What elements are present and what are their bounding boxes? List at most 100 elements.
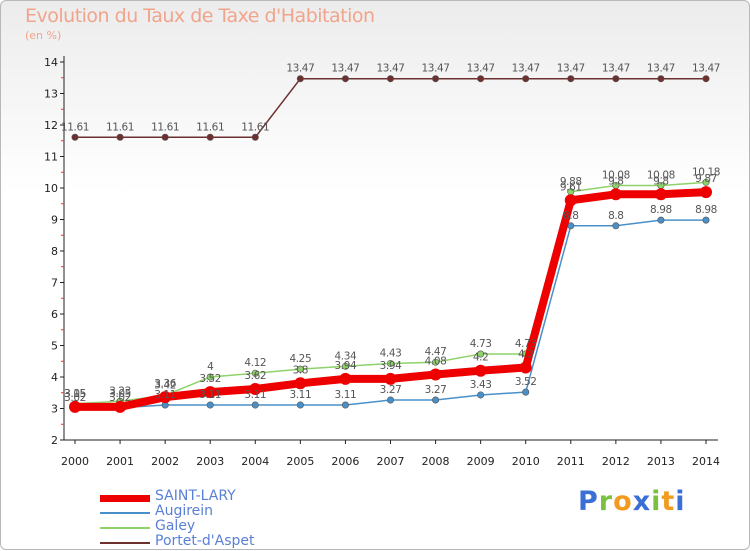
logo-letter: r	[598, 486, 614, 517]
data-point	[477, 391, 485, 399]
data-point	[432, 75, 440, 83]
logo-letter: x	[632, 486, 652, 517]
data-label: 4.08	[425, 355, 447, 367]
data-label: 11.61	[106, 121, 134, 133]
legend-label: Galey	[155, 518, 196, 534]
logo-letter: o	[613, 486, 633, 517]
data-label: 3.15	[64, 388, 86, 400]
data-label: 8.98	[695, 204, 717, 216]
proxiti-logo: Proxiti	[578, 486, 686, 517]
data-label: 13.47	[602, 63, 630, 75]
data-point	[429, 368, 442, 381]
data-point	[654, 188, 667, 201]
data-label: 3.11	[154, 389, 176, 401]
y-tick-label: 11	[44, 151, 58, 164]
legend-label: Augirein	[155, 503, 214, 519]
data-point	[251, 401, 259, 409]
data-label: 4.34	[335, 350, 357, 362]
data-point	[114, 400, 127, 413]
data-label: 9.87	[695, 173, 717, 185]
data-label: 4.3	[518, 349, 534, 361]
data-point	[251, 369, 259, 377]
logo-letter: i	[651, 486, 662, 517]
data-label: 3.23	[109, 385, 131, 397]
data-point	[341, 75, 349, 83]
data-label: 3.94	[335, 360, 357, 372]
logo-letter: t	[661, 486, 676, 517]
y-tick-label: 8	[51, 245, 58, 258]
data-point	[522, 75, 530, 83]
x-tick-label: 2008	[422, 455, 450, 468]
data-label: 3.02	[64, 392, 86, 404]
data-label: 4.73	[515, 338, 537, 350]
data-point	[519, 361, 532, 374]
data-point	[341, 401, 349, 409]
data-label: 9.88	[560, 176, 582, 188]
data-label: 4.12	[244, 357, 266, 369]
data-label: 3.05	[64, 388, 86, 400]
data-label: 10.08	[647, 169, 675, 181]
legend-swatch	[100, 527, 150, 529]
y-tick-label: 12	[44, 119, 58, 132]
data-label: 13.47	[512, 63, 540, 75]
data-label: 3.11	[289, 389, 311, 401]
data-point	[69, 400, 81, 413]
data-point	[341, 362, 349, 370]
data-point	[702, 75, 710, 83]
data-point	[612, 222, 620, 230]
logo-letter: P	[578, 486, 599, 517]
data-label: 3.02	[109, 392, 131, 404]
data-label: 3.11	[244, 389, 266, 401]
data-label: 13.47	[467, 63, 495, 75]
data-label: 3.11	[199, 389, 221, 401]
data-point	[657, 75, 665, 83]
series-layer	[69, 75, 712, 413]
legend-label: SAINT-LARY	[155, 488, 236, 504]
data-label: 3.62	[244, 370, 266, 382]
data-point	[71, 133, 79, 141]
data-point	[159, 391, 172, 404]
data-label: 13.47	[422, 63, 450, 75]
labels-layer: 11.61 11.61 11.61 11.61 11.61 13.47 13.47 13.47…	[61, 63, 720, 404]
data-label: 3.8	[293, 364, 309, 376]
data-point	[477, 75, 485, 83]
x-tick-label: 2003	[196, 455, 224, 468]
data-point	[339, 372, 352, 385]
data-point	[206, 373, 214, 381]
data-point	[432, 396, 440, 404]
data-label: 4.25	[289, 353, 311, 365]
data-point	[386, 396, 394, 404]
data-point	[296, 75, 304, 83]
data-label: 11.61	[241, 121, 269, 133]
data-label: 13.47	[692, 63, 720, 75]
data-label: 11.61	[196, 121, 224, 133]
data-label: 9.8	[653, 175, 669, 187]
x-tick-label: 2009	[467, 455, 495, 468]
data-point	[564, 194, 577, 207]
data-point	[386, 359, 394, 367]
data-label: 11.61	[151, 121, 179, 133]
data-label: 3.27	[380, 384, 402, 396]
y-tick-label: 13	[44, 88, 58, 101]
data-point	[296, 401, 304, 409]
data-label: 3.27	[425, 384, 447, 396]
data-label: 3.11	[335, 389, 357, 401]
data-point	[700, 186, 712, 199]
data-label: 13.47	[286, 63, 314, 75]
data-point	[206, 401, 214, 409]
data-label: 3.36	[154, 378, 176, 390]
data-label: 3.43	[470, 379, 492, 391]
data-label: 3.52	[515, 376, 537, 388]
data-label: 13.47	[647, 63, 675, 75]
chart-title: Evolution du Taux de Taxe d'Habitation	[25, 5, 375, 27]
data-point	[296, 365, 304, 373]
x-tick-label: 2004	[241, 455, 269, 468]
data-point	[609, 188, 622, 201]
data-label: 3.05	[109, 388, 131, 400]
legend-swatch	[100, 494, 150, 502]
data-label: 13.47	[331, 63, 359, 75]
y-tick-label: 4	[51, 371, 58, 384]
x-tick-label: 2006	[331, 455, 359, 468]
data-label: 8.8	[608, 210, 624, 222]
